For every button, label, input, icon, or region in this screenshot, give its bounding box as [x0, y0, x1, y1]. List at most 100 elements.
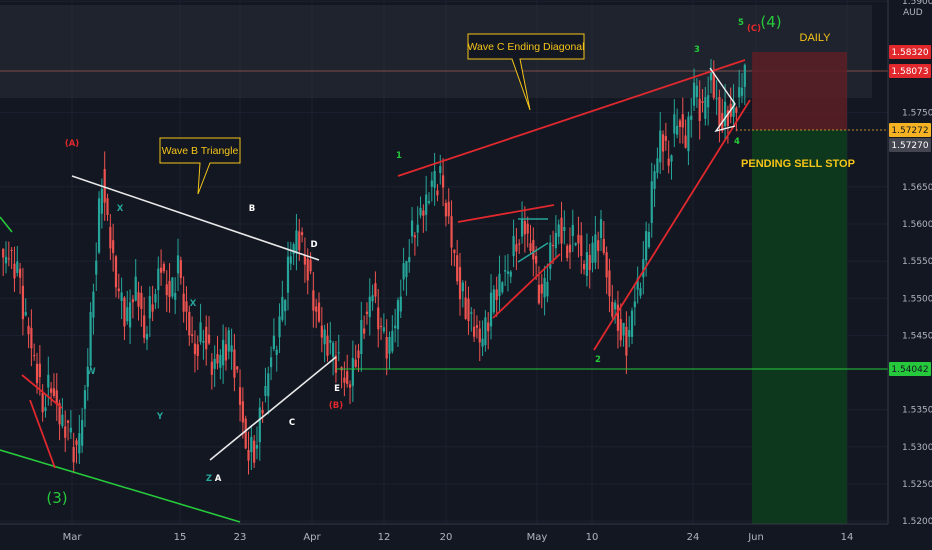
candle-body — [520, 218, 524, 237]
candle-body — [537, 284, 541, 304]
candle-body — [735, 107, 738, 113]
y-tick-label: 1.56500 — [902, 183, 932, 193]
candle-body — [577, 234, 580, 244]
candle-body — [419, 207, 422, 216]
candle-body — [495, 289, 498, 301]
candle-body — [599, 219, 603, 239]
candle-body — [436, 190, 439, 196]
candle-body — [690, 115, 693, 120]
candle-body — [738, 87, 741, 98]
candle-body — [382, 327, 385, 332]
y-tick-label: 1.53500 — [902, 406, 932, 416]
candle-body — [97, 198, 101, 253]
candle-body — [484, 317, 487, 346]
candle-body — [343, 377, 346, 383]
candle-body — [202, 340, 205, 343]
candle-body — [464, 297, 467, 319]
candle-body — [216, 354, 219, 364]
candle-body — [670, 155, 673, 162]
candle-body — [16, 261, 19, 274]
candle-body — [684, 135, 687, 148]
candle-body — [258, 407, 261, 443]
candle-body — [182, 293, 185, 312]
callout-triangle-text: Wave B Triangle — [162, 145, 239, 157]
y-axis-bg — [888, 0, 932, 550]
candle-body — [594, 234, 597, 263]
candle-body — [687, 116, 690, 152]
candle-body — [470, 312, 473, 314]
candle-body — [52, 388, 56, 397]
candle-body — [289, 256, 292, 264]
inner-red-3 — [21, 374, 63, 409]
candle-body — [365, 311, 369, 315]
candle-body — [286, 256, 290, 293]
candle-body — [346, 371, 349, 385]
candle-body — [402, 263, 405, 280]
candle-body — [66, 420, 70, 423]
candle-body — [413, 235, 416, 238]
wave4-triangle — [709, 67, 736, 133]
candle-body — [306, 258, 309, 281]
candle-body — [250, 436, 253, 453]
candle-body — [140, 292, 143, 309]
candle-body — [75, 440, 78, 445]
candle-body — [467, 298, 470, 321]
candle-body — [35, 363, 39, 384]
x-tick-label: 24 — [687, 532, 700, 543]
candle-body — [241, 401, 244, 423]
candle-body — [134, 276, 137, 301]
candle-body — [315, 306, 318, 312]
candle-body — [535, 256, 538, 264]
candle-body — [137, 292, 140, 307]
wave-label: Y — [156, 412, 164, 422]
candle-body — [647, 231, 651, 248]
candle-body — [269, 357, 273, 368]
candle-body — [157, 268, 160, 291]
wave-label: 3 — [694, 45, 700, 55]
candle-body — [64, 426, 67, 438]
price-tag-label: 1.57272 — [891, 126, 928, 136]
candle-body — [723, 101, 727, 127]
candle-body — [360, 320, 363, 355]
candle-body — [174, 292, 177, 300]
candle-body — [159, 267, 163, 273]
candle-body — [126, 307, 129, 322]
inner-red-2 — [492, 253, 561, 319]
candle-body — [81, 420, 84, 446]
candle-body — [456, 255, 459, 282]
wave-label: C — [289, 418, 295, 428]
candle-body — [501, 282, 504, 293]
candle-body — [622, 322, 625, 336]
candle-body — [515, 244, 518, 252]
candle-body — [698, 98, 701, 121]
candle-body — [103, 169, 106, 203]
candle-body — [55, 390, 58, 405]
candle-body — [597, 240, 600, 251]
wave-label: 5 — [738, 18, 744, 28]
wave-label: D — [310, 240, 317, 250]
candle-body — [546, 281, 549, 297]
candle-body — [145, 333, 149, 340]
candle-body — [692, 82, 696, 106]
price-tags: 1.58320 1.58073 1.57272 1.57270 1.54042 — [889, 45, 931, 376]
y-tick-label: 1.55000 — [902, 294, 932, 304]
candle-body — [303, 255, 307, 265]
candle-body — [718, 96, 721, 127]
candles — [2, 59, 746, 475]
candle-body — [487, 322, 490, 332]
wave-label: 4 — [734, 137, 740, 147]
candle-body — [473, 326, 476, 337]
candle-body — [709, 68, 713, 81]
candle-body — [72, 447, 75, 463]
candle-body — [560, 217, 563, 244]
inner-red-1 — [457, 204, 555, 223]
candle-body — [707, 95, 710, 108]
x-axis-ticks: Mar 15 23 Apr 12 20 May 10 24 Jun 14 — [63, 532, 854, 543]
candle-body — [391, 330, 394, 352]
candle-body — [549, 242, 552, 269]
candle-body — [18, 268, 22, 278]
candle-body — [171, 277, 174, 297]
candle-body — [732, 100, 735, 117]
